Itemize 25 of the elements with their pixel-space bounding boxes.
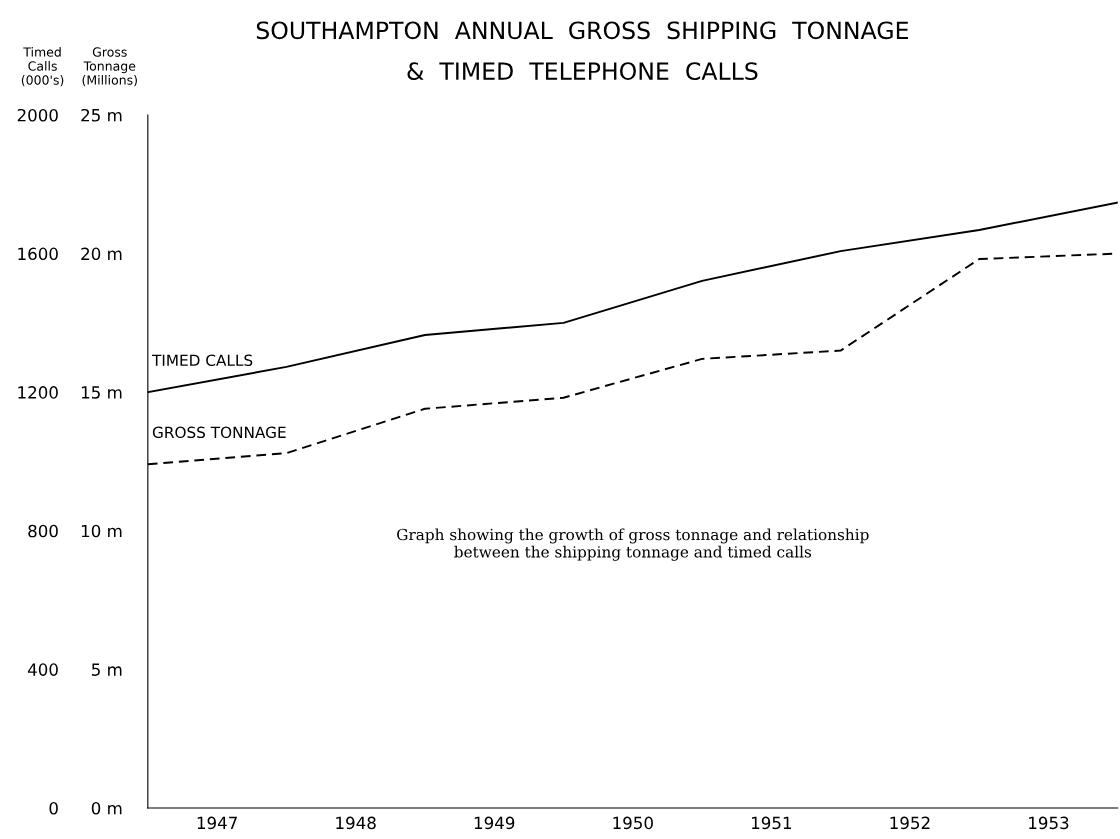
x-tick-label: 1950 [613, 816, 653, 830]
x-tick-label: 1949 [474, 816, 515, 830]
y-tick-label: 400 [27, 663, 58, 676]
y2-tick-label: 0 m [91, 801, 122, 815]
x-tick-label: 1947 [197, 816, 237, 830]
x-tick-label: 1948 [336, 816, 376, 830]
y-axis-title: Timed Calls (000's) [21, 47, 64, 87]
x-tick-label: 1953 [1029, 816, 1069, 830]
y2-tick-label: 15 m [81, 386, 122, 399]
y2-tick-label: 25 m [81, 108, 122, 122]
x-tick-label: 1951 [751, 816, 792, 830]
y2-axis-title: Gross Tonnage (Millions) [82, 47, 137, 87]
y-tick-label: 800 [28, 524, 58, 538]
chart-title: SOUTHAMPTON ANNUAL GROSS SHIPPING TONNAGE & TIMED TELEPHONE CALLS [256, 21, 908, 81]
series-label: GROSS TONNAGE [152, 426, 286, 439]
y2-tick-label: 10 m [81, 524, 122, 538]
y-tick-label: 2000 [17, 108, 58, 122]
y-tick-label: 0 [49, 801, 58, 815]
annotation: Graph showing the growth of gross tonnage and relationship between the shipping tonnage and timed calls [397, 528, 869, 561]
y-tick-label: 1600 [18, 247, 58, 261]
x-tick-label: 1952 [890, 816, 930, 830]
y-tick-label: 1200 [18, 386, 58, 399]
y2-tick-label: 5 m [91, 663, 122, 676]
y2-tick-label: 20 m [81, 247, 122, 261]
series-label: TIMED CALLS [151, 354, 253, 367]
